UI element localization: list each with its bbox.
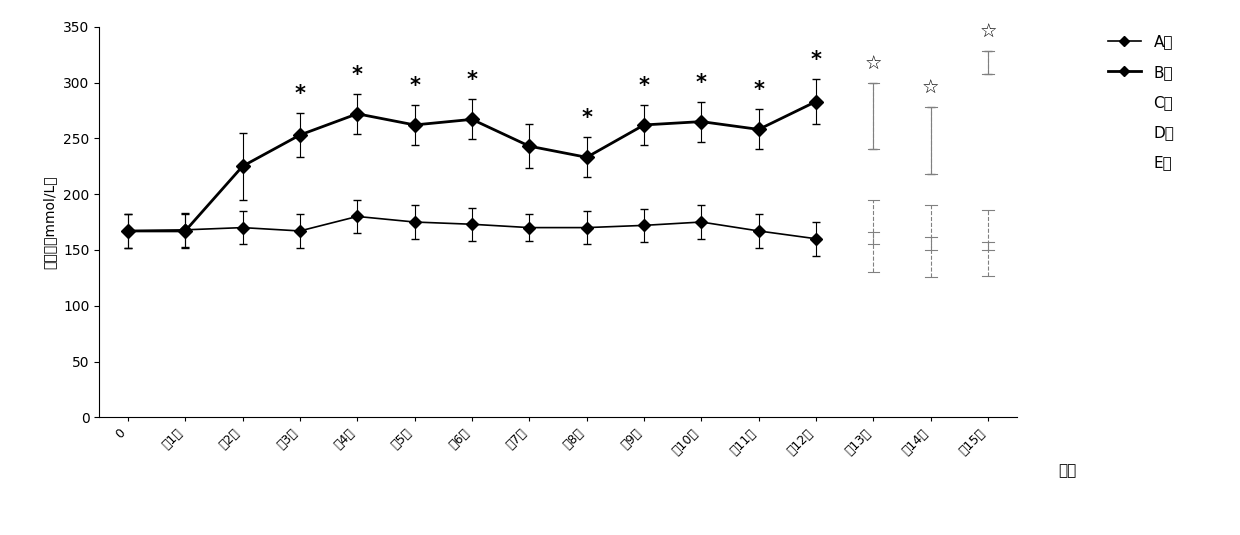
Y-axis label: 血尿酸（mmol/L）: 血尿酸（mmol/L） (42, 175, 56, 269)
Text: 时间: 时间 (1059, 463, 1076, 478)
Text: ☆: ☆ (864, 55, 882, 74)
Text: *: * (352, 65, 363, 85)
Text: *: * (753, 80, 764, 101)
Text: ☆: ☆ (923, 79, 940, 98)
Text: *: * (696, 73, 707, 93)
Text: *: * (294, 84, 305, 104)
Legend: A组, B组, C组, D组, E组: A组, B组, C组, D组, E组 (1107, 34, 1174, 171)
Text: *: * (466, 71, 477, 90)
Text: *: * (582, 108, 593, 128)
Text: *: * (409, 76, 420, 96)
Text: *: * (811, 50, 822, 70)
Text: ☆: ☆ (980, 24, 997, 42)
Text: *: * (639, 76, 650, 96)
